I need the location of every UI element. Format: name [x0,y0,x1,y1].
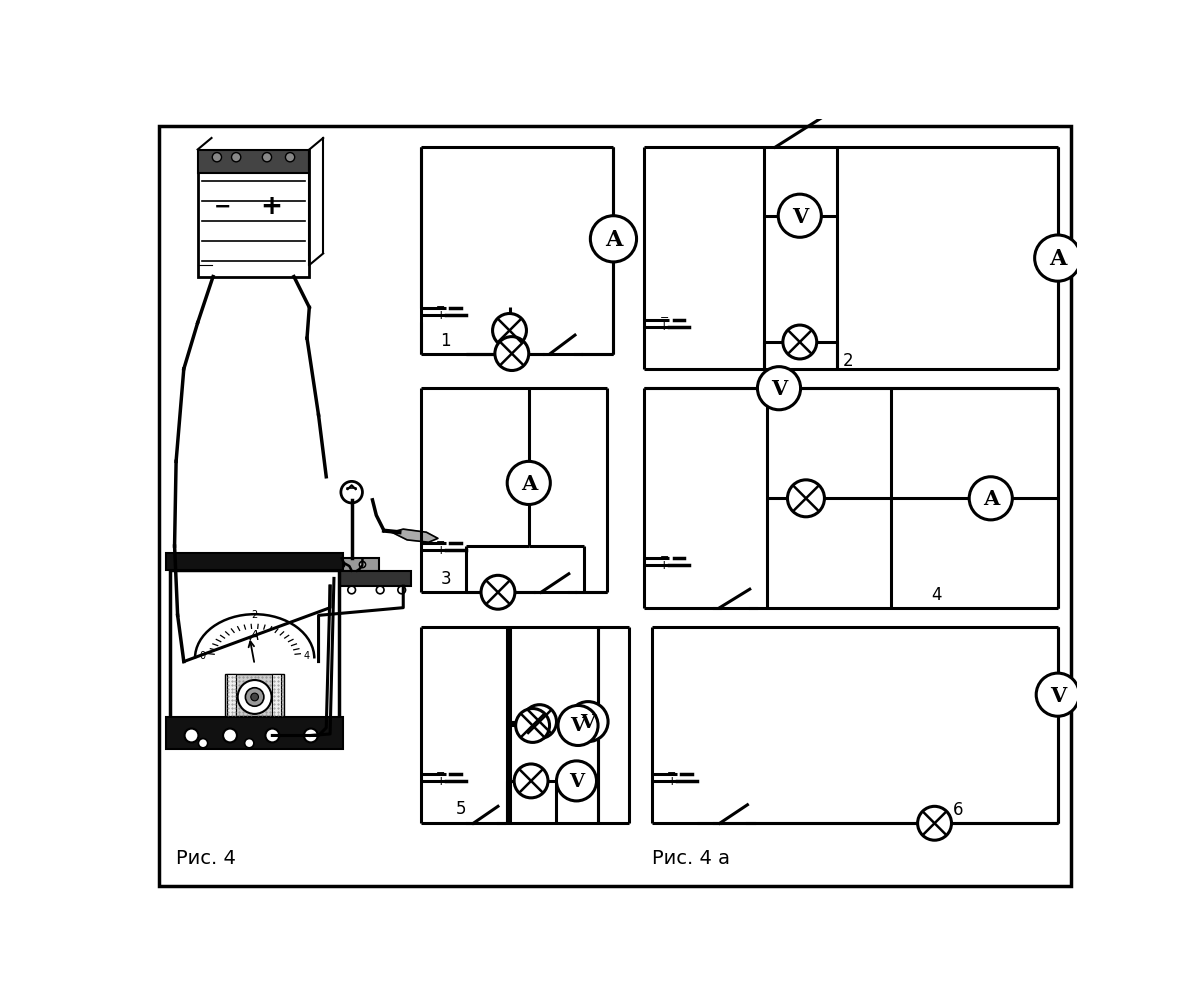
Circle shape [522,705,557,739]
Text: +: + [260,194,282,220]
Text: A: A [1049,248,1067,270]
Bar [198,150,310,174]
Circle shape [970,477,1013,521]
Circle shape [341,481,362,504]
Bar [166,554,343,571]
Text: 4: 4 [931,585,942,603]
Circle shape [338,562,344,568]
Bar [166,717,343,749]
Circle shape [590,217,636,263]
Text: −: − [214,197,232,217]
Circle shape [757,367,800,410]
Circle shape [558,706,598,746]
Circle shape [246,688,264,706]
Circle shape [557,761,596,801]
Text: 1: 1 [440,331,451,349]
Circle shape [245,739,254,748]
Text: 3: 3 [440,570,451,588]
Circle shape [787,480,824,518]
Circle shape [232,153,241,162]
Text: A: A [250,629,259,643]
Text: −: − [667,767,677,777]
Text: +: + [659,559,670,572]
Text: +: + [436,309,446,322]
Circle shape [212,153,222,162]
Text: 6: 6 [953,800,962,818]
Circle shape [779,195,821,238]
Circle shape [568,702,608,742]
Text: 2: 2 [842,351,853,369]
Bar [329,559,379,571]
Text: A: A [605,229,622,251]
Circle shape [516,709,550,742]
Text: V: V [770,379,787,399]
Circle shape [265,729,280,742]
Circle shape [251,693,258,701]
Bar [271,674,281,716]
Text: A: A [983,488,998,509]
Text: Рис. 4 а: Рис. 4 а [652,849,730,868]
Circle shape [1034,236,1081,282]
Circle shape [286,153,295,162]
Text: +: + [667,774,677,787]
Text: −: − [437,767,445,777]
Circle shape [304,729,318,742]
Text: 0: 0 [199,650,205,660]
Text: 5: 5 [456,799,467,817]
Circle shape [223,729,236,742]
Bar [198,150,310,277]
Circle shape [198,739,208,748]
Circle shape [359,562,366,568]
Circle shape [514,764,548,798]
Circle shape [238,680,271,714]
Circle shape [481,576,515,610]
Circle shape [918,806,952,841]
Text: −: − [437,302,445,312]
Text: −: − [437,537,445,546]
Text: −: − [660,313,668,323]
Bar [170,571,340,720]
Text: +: + [659,320,670,333]
Circle shape [508,462,551,505]
Text: V: V [570,717,586,735]
Text: 2: 2 [252,609,258,619]
Bar [226,674,284,716]
Text: V: V [1050,685,1066,705]
Bar [227,674,236,716]
Text: V: V [792,207,808,227]
Text: 4: 4 [304,650,310,660]
Circle shape [185,729,198,742]
Circle shape [494,337,529,371]
Text: A: A [521,473,536,493]
Text: +: + [436,543,446,556]
Bar [323,571,410,587]
Circle shape [782,326,817,360]
Text: −: − [660,552,668,562]
Text: V: V [569,772,584,790]
Polygon shape [391,530,438,543]
Text: +: + [436,774,446,787]
Text: Рис. 4: Рис. 4 [176,849,236,868]
Circle shape [263,153,271,162]
Circle shape [492,314,527,348]
Circle shape [1036,673,1079,716]
Text: V: V [581,713,595,731]
